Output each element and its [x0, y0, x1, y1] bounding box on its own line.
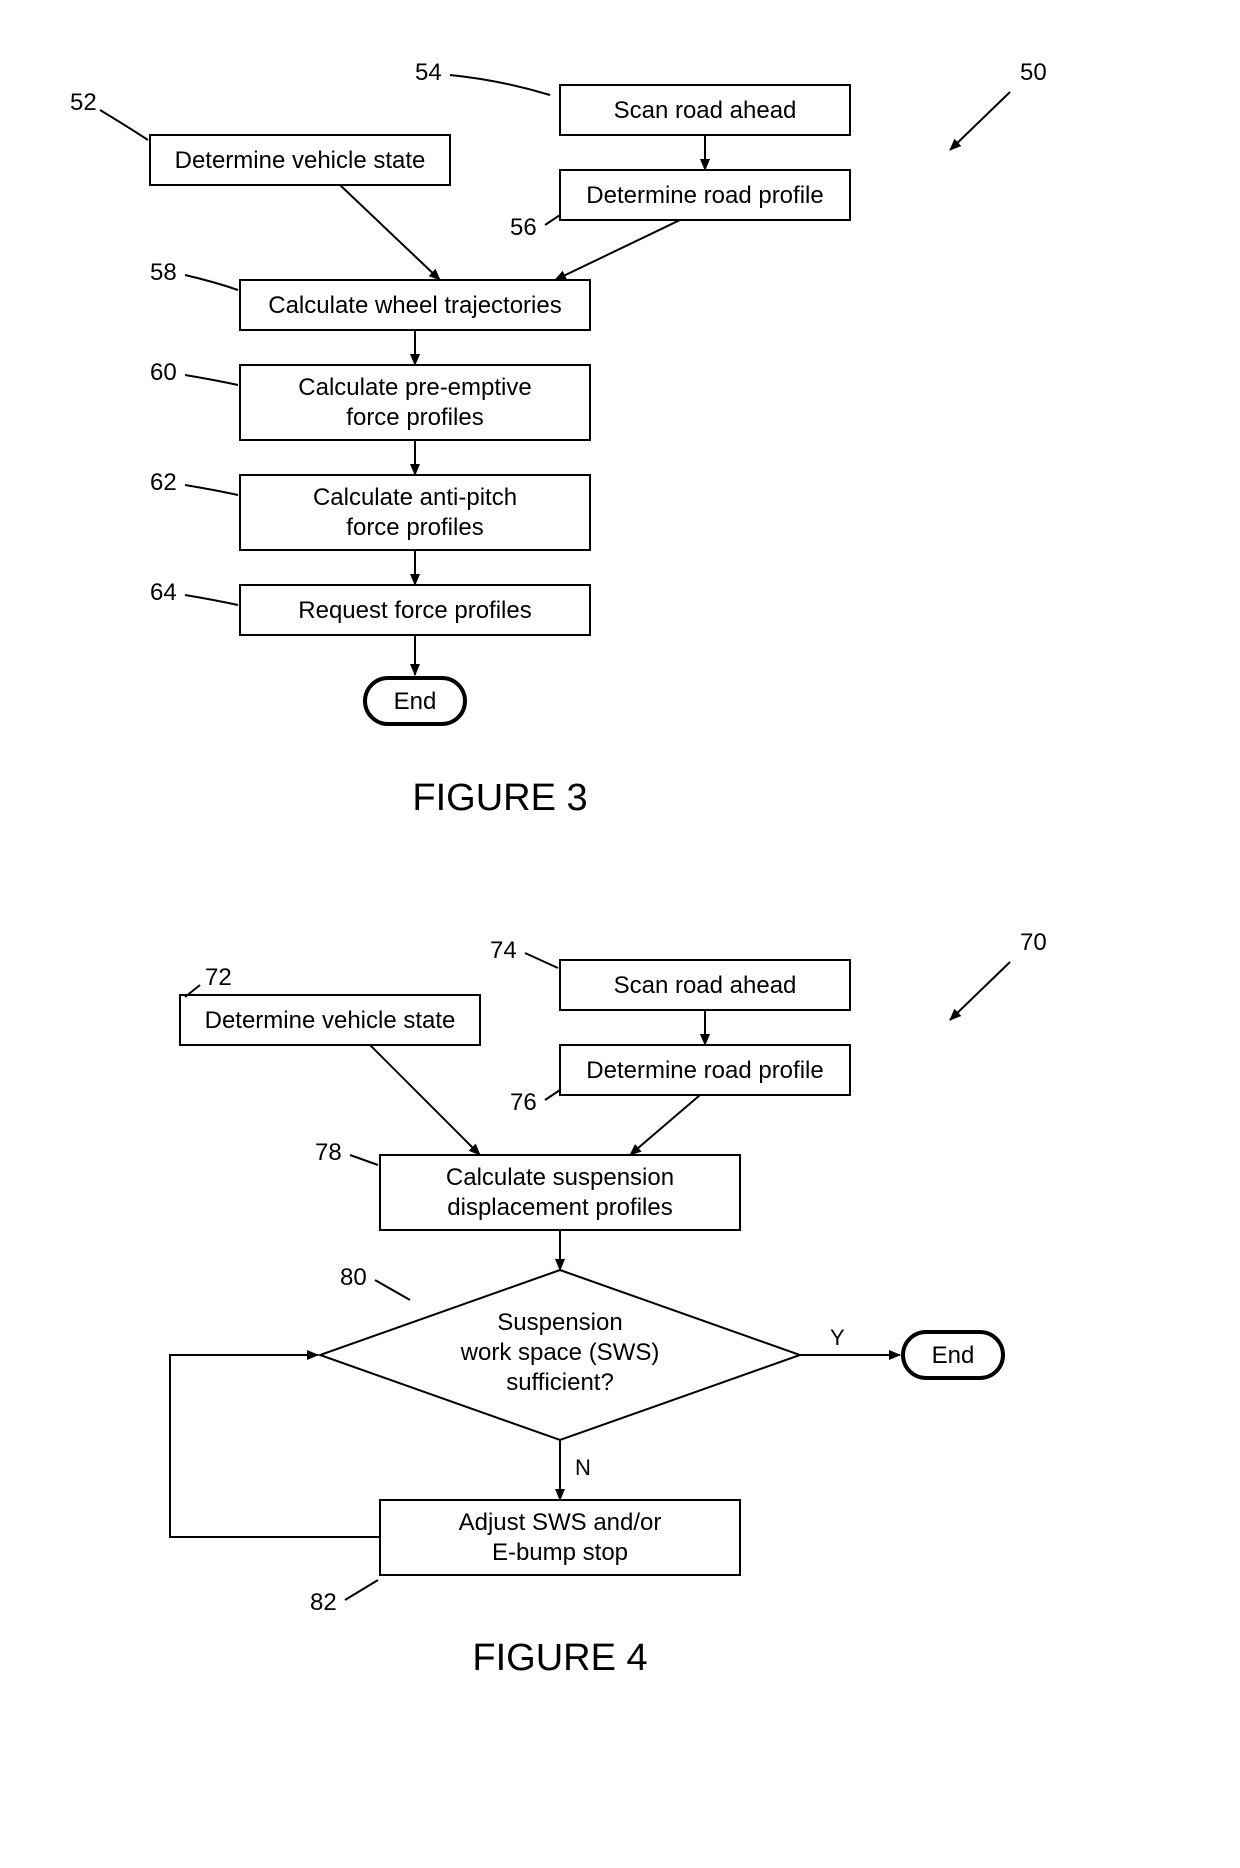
ref-82: 82 — [310, 1589, 337, 1616]
ref-52-leader — [100, 110, 148, 140]
ref-62-leader — [185, 485, 238, 495]
box-62-text-1: force profiles — [346, 514, 483, 541]
box-76-text: Determine road profile — [586, 1057, 823, 1084]
decision-80-no: N — [575, 1455, 591, 1480]
box-60-text-1: force profiles — [346, 404, 483, 431]
ref-80: 80 — [340, 1264, 367, 1291]
ref-64: 64 — [150, 579, 177, 606]
box-82-text-0: Adjust SWS and/or — [459, 1509, 662, 1536]
box-52-text: Determine vehicle state — [175, 147, 426, 174]
box-78-text-0: Calculate suspension — [446, 1164, 674, 1191]
ref-80-leader — [375, 1280, 410, 1300]
ref-64-leader — [185, 595, 238, 605]
box-62-text-0: Calculate anti-pitch — [313, 484, 517, 511]
ref-70: 70 — [1020, 929, 1047, 956]
arrow-56-58 — [555, 220, 680, 280]
ref-62: 62 — [150, 469, 177, 496]
decision-80-text-1: work space (SWS) — [460, 1339, 660, 1366]
ref-50: 50 — [1020, 59, 1047, 86]
arrow-76-78 — [630, 1095, 700, 1155]
arrow-82-80-loop — [170, 1355, 380, 1537]
box-72-text: Determine vehicle state — [205, 1007, 456, 1034]
box-64-text: Request force profiles — [298, 597, 531, 624]
terminator-end-fig4-text: End — [932, 1342, 975, 1369]
decision-80-yes: Y — [830, 1325, 845, 1350]
figure-4-title: FIGURE 4 — [472, 1637, 647, 1679]
terminator-end-fig3-text: End — [394, 688, 437, 715]
ref-76-leader — [545, 1090, 560, 1100]
ref-56: 56 — [510, 214, 537, 241]
ref-58: 58 — [150, 259, 177, 286]
box-60-text-0: Calculate pre-emptive — [298, 374, 531, 401]
decision-80-text-0: Suspension — [497, 1309, 622, 1336]
box-56-text: Determine road profile — [586, 182, 823, 209]
box-82-text-1: E-bump stop — [492, 1539, 628, 1566]
ref-74: 74 — [490, 937, 517, 964]
ref-78: 78 — [315, 1139, 342, 1166]
ref-78-leader — [350, 1155, 378, 1165]
ref-52: 52 — [70, 89, 97, 116]
ref-74-leader — [525, 953, 558, 968]
ref-58-leader — [185, 275, 238, 290]
arrow-52-58 — [340, 185, 440, 280]
arrow-72-78 — [370, 1045, 480, 1155]
ref-72: 72 — [205, 964, 232, 991]
ref-82-leader — [345, 1580, 378, 1600]
box-78-text-1: displacement profiles — [447, 1194, 672, 1221]
box-54-text: Scan road ahead — [614, 97, 797, 124]
ref-76: 76 — [510, 1089, 537, 1116]
ref-54-leader — [450, 75, 550, 95]
ref-70-arrow — [950, 962, 1010, 1020]
figure-3-title: FIGURE 3 — [412, 777, 587, 819]
ref-50-arrow — [950, 92, 1010, 150]
ref-60: 60 — [150, 359, 177, 386]
box-74-text: Scan road ahead — [614, 972, 797, 999]
ref-56-leader — [545, 215, 560, 225]
decision-80-text-2: sufficient? — [506, 1369, 614, 1396]
ref-54: 54 — [415, 59, 442, 86]
ref-60-leader — [185, 375, 238, 385]
flowchart-diagram: 50 Scan road ahead 54 Determine road pro… — [0, 0, 1240, 1863]
box-58-text: Calculate wheel trajectories — [268, 292, 561, 319]
